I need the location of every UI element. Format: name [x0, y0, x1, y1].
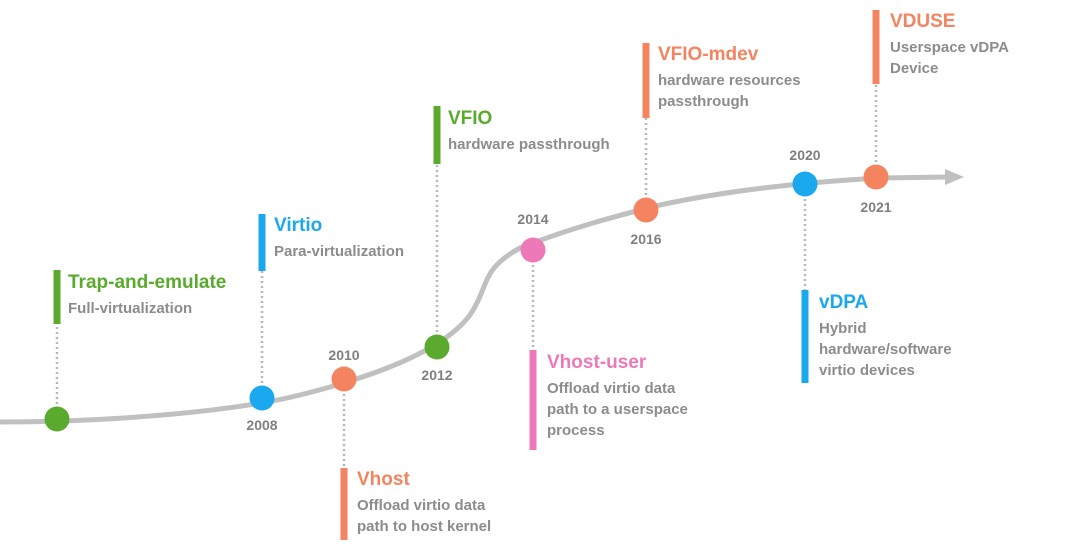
milestone-description: hardware passthrough: [448, 136, 610, 153]
milestone-year: 2021: [860, 199, 891, 215]
milestone-bar: [529, 350, 537, 450]
milestone-bar: [433, 106, 441, 164]
milestone-dot: [331, 366, 357, 392]
timeline-curve: [0, 174, 951, 425]
milestone-vduse: VDUSE Userspace vDPA Device 2021: [860, 10, 1009, 215]
milestone-description: Userspace vDPA: [890, 39, 1009, 56]
milestone-title: Virtio: [274, 215, 322, 236]
milestone-dot: [633, 197, 659, 223]
milestone-title: vDPA: [819, 292, 869, 313]
milestone-year: 2016: [630, 231, 661, 247]
milestone-dot: [792, 171, 818, 197]
milestone-description: Para-virtualization: [274, 243, 404, 260]
milestone-bar: [801, 290, 809, 383]
milestone-trap-and-emulate: Trap-and-emulate Full-virtualization: [44, 270, 226, 432]
milestone-dot: [863, 164, 889, 190]
milestone-year: 2014: [517, 211, 548, 227]
milestone-description: path to a userspace: [547, 401, 688, 418]
milestone-vhost-user: Vhost-user Offload virtio data path to a u…: [517, 211, 688, 450]
milestone-description: hardware/software: [819, 341, 952, 358]
milestone-bar: [642, 43, 650, 118]
milestone-description: path to host kernel: [357, 518, 491, 535]
milestone-title: VFIO-mdev: [658, 44, 759, 65]
milestone-title: Vhost: [357, 469, 410, 490]
milestone-vfio: VFIO hardware passthrough 2012: [421, 106, 610, 383]
milestone-dot: [249, 385, 275, 411]
timeline-arrowhead: [945, 169, 964, 185]
milestone-year: 2012: [421, 367, 452, 383]
milestone-year: 2020: [789, 147, 820, 163]
milestone-title: Trap-and-emulate: [68, 272, 226, 293]
milestone-description: Full-virtualization: [68, 300, 192, 317]
milestone-virtio: Virtio Para-virtualization 2008: [246, 214, 404, 433]
milestone-description: virtio devices: [819, 362, 915, 379]
milestone-title: VFIO: [448, 108, 492, 129]
milestone-title: VDUSE: [890, 11, 955, 32]
milestone-description: process: [547, 422, 605, 439]
milestone-year: 2010: [328, 347, 359, 363]
milestone-year: 2008: [246, 417, 277, 433]
milestone-title: Vhost-user: [547, 352, 647, 373]
milestone-vfio-mdev: VFIO-mdev hardware resources passthrough 20…: [630, 43, 801, 247]
milestone-description: Offload virtio data: [547, 380, 676, 397]
milestone-dot: [520, 237, 546, 263]
milestone-description: Hybrid: [819, 320, 867, 337]
milestone-dot: [424, 334, 450, 360]
milestone-dot: [44, 406, 70, 432]
milestone-bar: [340, 468, 348, 540]
milestone-vdpa: vDPA Hybrid hardware/software virtio device…: [789, 147, 952, 383]
milestone-description: passthrough: [658, 93, 749, 110]
milestone-description: Device: [890, 60, 938, 77]
milestone-description: Offload virtio data: [357, 497, 486, 514]
milestone-bar: [53, 270, 61, 324]
milestone-vhost: Vhost Offload virtio data path to host ker…: [328, 347, 491, 540]
milestone-bar: [258, 214, 266, 271]
milestone-bar: [872, 10, 880, 84]
milestone-description: hardware resources: [658, 72, 801, 89]
